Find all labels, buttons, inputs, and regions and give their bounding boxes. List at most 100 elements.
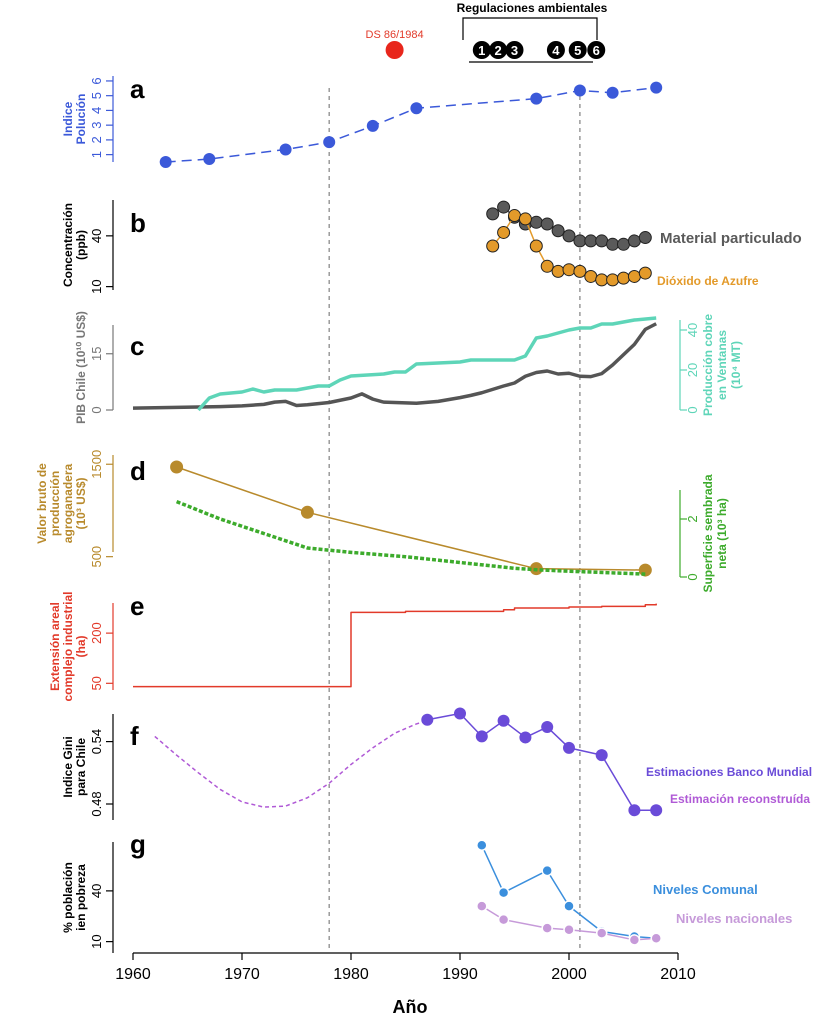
panel-f-point <box>650 804 663 817</box>
panel-b-point <box>595 234 609 248</box>
panel-b-point <box>497 225 511 239</box>
regulation-number-5: 5 <box>574 43 581 58</box>
panel-a-y-tick-label: 1 <box>89 151 104 158</box>
regulation-number-3: 3 <box>511 43 518 58</box>
panel-b-y-tick-label: 40 <box>89 229 104 243</box>
panel-d-y-label: agroganadera <box>61 463 75 543</box>
panel-f-point <box>497 714 510 727</box>
panel-b-point <box>486 207 500 221</box>
panel-a-point <box>573 84 586 97</box>
panel-f-point <box>541 721 554 734</box>
regulation-number-4: 4 <box>552 43 560 58</box>
panel-a-point <box>323 136 336 149</box>
panel-e-y-tick-label: 200 <box>89 622 104 644</box>
panel-b-point <box>595 273 609 287</box>
regulation-marker-2 <box>489 41 508 59</box>
legend-dioxido-azufre: Dióxido de Azufre <box>657 274 759 288</box>
panel-b-point <box>606 237 620 251</box>
panel-a-y-tick-label: 5 <box>89 92 104 99</box>
panel-g-point <box>563 924 575 936</box>
panel-d-y-label: (10³ US$) <box>74 477 88 529</box>
regulation-marker-4 <box>546 41 565 59</box>
panel-b-point <box>551 224 565 238</box>
panel-a-point <box>159 156 172 168</box>
panel-d-right-tick-label: 2 <box>685 515 700 522</box>
panel-a-y-tick-label: 2 <box>89 136 104 143</box>
panel-b-point <box>606 273 620 287</box>
panel-g-y-label: % población <box>61 862 75 933</box>
panel-b-point <box>638 266 652 280</box>
panel-g-point <box>476 900 488 912</box>
regulation-marker-5 <box>568 41 587 59</box>
legend-estimacion-reconstruida: Estimación reconstruída <box>670 792 810 806</box>
panel-letter-g: g <box>130 829 146 859</box>
panel-b-point <box>627 269 641 283</box>
panel-a-y-label: Polución <box>74 94 88 145</box>
regulation-marker-3 <box>505 41 524 59</box>
panel-e-y-tick-label: 50 <box>89 676 104 690</box>
panel-c-right-label: en Ventanas <box>715 330 729 400</box>
panel-e-y-label: Extensión areal <box>48 602 62 691</box>
panel-f-point <box>475 730 488 743</box>
panel-g-point <box>628 934 641 946</box>
panel-d-right-label: neta (10³ ha) <box>715 498 729 569</box>
regulations-title: Regulaciones ambientales <box>457 1 608 15</box>
x-tick-label: 1970 <box>224 966 260 983</box>
x-tick-label: 1990 <box>442 966 478 983</box>
ds-marker <box>385 41 404 59</box>
panel-d-y-label: producción <box>48 471 62 536</box>
panel-b-point <box>562 229 576 243</box>
panel-b-point <box>573 264 587 278</box>
regulation-number-2: 2 <box>495 43 502 58</box>
panel-b-point <box>529 239 543 253</box>
panel-e-y-label: complejo industrial <box>61 591 75 701</box>
panel-b-point <box>617 271 630 285</box>
panel-b-point <box>529 215 543 229</box>
panel-a-point <box>366 119 379 132</box>
panel-g-point <box>497 913 510 926</box>
panel-b-point <box>584 234 598 248</box>
panel-b-y-label: Concentración <box>61 203 75 287</box>
panel-b-point <box>627 234 641 248</box>
panel-b-point <box>497 200 511 214</box>
panel-e-series-line-0 <box>133 603 657 688</box>
panel-f-point <box>519 731 532 744</box>
panel-c-right-label: Producción cobre <box>701 314 715 416</box>
legend-banco-mundial: Estimaciones Banco Mundial <box>646 765 812 779</box>
panel-b-point <box>540 259 554 273</box>
panel-f-point <box>563 741 575 754</box>
panel-a-y-tick-label: 4 <box>89 107 104 114</box>
panel-d-y-tick-label: 500 <box>89 546 104 568</box>
panel-c-series-line-1 <box>197 316 657 412</box>
panel-c-right-tick-label: 20 <box>685 363 700 377</box>
panel-a-point <box>410 102 423 115</box>
panel-f-y-label: para Chile <box>74 738 88 796</box>
panel-f-point <box>454 707 466 720</box>
regulation-number-6: 6 <box>593 43 600 58</box>
panel-g-point <box>476 839 488 851</box>
panel-b-point <box>573 234 587 248</box>
panel-d-series-line-1 <box>175 499 646 576</box>
regulations-bracket <box>462 17 598 40</box>
panel-b-point <box>486 239 500 253</box>
panel-letter-e: e <box>130 591 144 621</box>
panel-e-y-label: (ha) <box>74 636 88 658</box>
x-tick-label: 2000 <box>551 966 587 983</box>
panel-c-y-tick-label: 15 <box>89 347 104 361</box>
panel-a-y-label: Indice <box>61 101 75 136</box>
panel-f-y-tick-label: 0.48 <box>89 791 104 816</box>
panel-letter-f: f <box>130 721 139 751</box>
panel-b-point <box>562 263 576 277</box>
panel-d-point <box>170 460 184 474</box>
panel-f-series-line-0 <box>154 720 428 808</box>
panel-b-point <box>518 212 532 226</box>
panel-a-series-line-0 <box>165 86 657 163</box>
panel-letter-b: b <box>130 208 146 238</box>
panel-b-point <box>617 237 630 251</box>
panel-b-y-label: (ppb) <box>74 230 88 260</box>
regulation-number-1: 1 <box>478 43 485 58</box>
x-tick-label: 1980 <box>333 966 369 983</box>
panel-b-y-tick-label: 10 <box>89 279 104 293</box>
panel-c-right-tick-label: 0 <box>685 406 700 413</box>
